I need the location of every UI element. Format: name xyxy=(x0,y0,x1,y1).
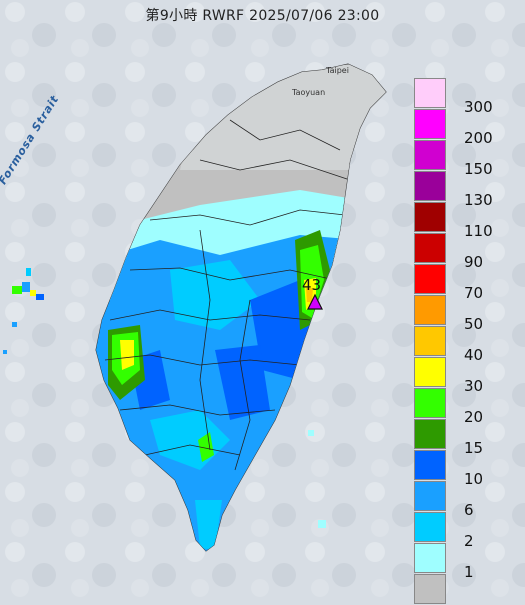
legend-swatch xyxy=(414,357,446,387)
legend-entry: 1 xyxy=(414,543,494,581)
rain-area-2mm xyxy=(170,260,260,330)
peak-marker-triangle xyxy=(307,293,323,310)
legend-entry xyxy=(414,574,494,605)
legend-label: 6 xyxy=(464,501,474,519)
legend-label: 1 xyxy=(464,563,474,581)
legend-label: 15 xyxy=(464,439,484,457)
legend-swatch xyxy=(414,512,446,542)
legend-entry: 70 xyxy=(414,264,494,302)
legend-swatch xyxy=(414,543,446,573)
orchid-island xyxy=(318,520,326,528)
legend-entry: 90 xyxy=(414,233,494,271)
legend-swatch xyxy=(414,233,446,263)
legend-entry: 40 xyxy=(414,326,494,364)
rain-area-20mm-south xyxy=(198,432,214,462)
legend-swatch xyxy=(414,109,446,139)
legend-entry: 15 xyxy=(414,419,494,457)
legend-label: 10 xyxy=(464,470,484,488)
legend-label: 200 xyxy=(464,129,493,147)
legend-entry: 20 xyxy=(414,388,494,426)
legend-entry: 130 xyxy=(414,171,494,209)
taipei-label: Taipei xyxy=(326,66,349,75)
legend-swatch xyxy=(414,326,446,356)
rainfall-legend: 300 200 150 130 110 90 70 50 40 30 20 15 10 6 2 1 xyxy=(414,78,494,605)
legend-label: 70 xyxy=(464,284,484,302)
legend-entry: 6 xyxy=(414,481,494,519)
legend-swatch xyxy=(414,171,446,201)
legend-label: 40 xyxy=(464,346,484,364)
legend-label: 50 xyxy=(464,315,484,333)
legend-entry: 150 xyxy=(414,140,494,178)
legend-entry: 10 xyxy=(414,450,494,488)
county-boundaries xyxy=(104,119,351,471)
rain-area-40mm-east xyxy=(306,288,313,302)
rain-area-2mm-tip xyxy=(195,500,222,550)
green-island xyxy=(308,430,314,436)
legend-entry: 50 xyxy=(414,295,494,333)
legend-swatch xyxy=(414,295,446,325)
legend-label: 2 xyxy=(464,532,474,550)
legend-entry: 2 xyxy=(414,512,494,550)
legend-label: 130 xyxy=(464,191,493,209)
taoyuan-label: Taoyuan xyxy=(292,88,326,97)
legend-swatch xyxy=(414,140,446,170)
legend-entry: 110 xyxy=(414,202,494,240)
legend-entry: 200 xyxy=(414,109,494,147)
rain-area-10mm-south xyxy=(215,345,270,420)
map-title: 第9小時 RWRF 2025/07/06 23:00 xyxy=(145,8,380,24)
rain-area-30mm-west xyxy=(120,340,134,370)
legend-swatch xyxy=(414,450,446,480)
legend-swatch xyxy=(414,419,446,449)
legend-label: 150 xyxy=(464,160,493,178)
legend-swatch xyxy=(414,78,446,108)
legend-label: 110 xyxy=(464,222,493,240)
penghu-islands xyxy=(3,268,44,354)
legend-swatch xyxy=(414,481,446,511)
legend-entry: 30 xyxy=(414,357,494,395)
peak-value-label: 43 xyxy=(302,276,322,294)
legend-entry: 300 xyxy=(414,78,494,116)
legend-swatch xyxy=(414,202,446,232)
legend-label: 20 xyxy=(464,408,484,426)
legend-label: 300 xyxy=(464,98,493,116)
legend-label: 30 xyxy=(464,377,484,395)
legend-label: 90 xyxy=(464,253,484,271)
legend-swatch xyxy=(414,264,446,294)
legend-swatch xyxy=(414,388,446,418)
